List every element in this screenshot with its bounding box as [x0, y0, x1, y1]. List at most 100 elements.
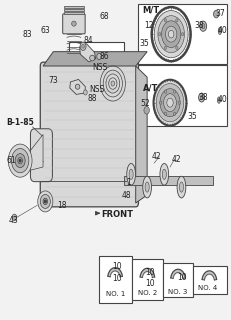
Text: 38: 38 [198, 93, 208, 102]
Text: 73: 73 [49, 76, 58, 85]
Text: 84: 84 [83, 36, 93, 45]
Ellipse shape [219, 29, 221, 33]
Bar [64, 9, 84, 11]
Text: NSS: NSS [92, 63, 107, 72]
Text: 40: 40 [218, 27, 228, 36]
Text: 1: 1 [126, 178, 131, 187]
Text: 52: 52 [140, 99, 150, 108]
Circle shape [160, 89, 180, 117]
Circle shape [15, 154, 25, 168]
Ellipse shape [179, 182, 183, 192]
Text: 10: 10 [145, 268, 155, 277]
Circle shape [176, 46, 178, 50]
Ellipse shape [127, 164, 135, 185]
Ellipse shape [160, 164, 169, 185]
Ellipse shape [218, 99, 219, 101]
Ellipse shape [145, 182, 149, 192]
Ellipse shape [75, 84, 80, 89]
Text: 35: 35 [187, 112, 197, 121]
Circle shape [164, 90, 167, 93]
Ellipse shape [201, 24, 205, 29]
Circle shape [38, 191, 53, 212]
Circle shape [44, 200, 46, 203]
Ellipse shape [218, 28, 222, 35]
Circle shape [144, 107, 149, 114]
Circle shape [176, 19, 178, 22]
Circle shape [154, 11, 188, 58]
Polygon shape [70, 79, 85, 94]
Circle shape [173, 112, 176, 115]
Text: FRONT: FRONT [101, 210, 133, 219]
Circle shape [84, 90, 87, 95]
Circle shape [13, 216, 15, 219]
Circle shape [182, 33, 184, 36]
Polygon shape [43, 52, 147, 66]
Circle shape [154, 80, 186, 125]
Text: 61: 61 [6, 156, 16, 164]
Circle shape [8, 144, 32, 177]
Text: 42: 42 [171, 155, 181, 164]
Text: 10: 10 [112, 274, 122, 283]
Ellipse shape [129, 169, 133, 180]
Circle shape [158, 16, 184, 52]
Circle shape [80, 42, 86, 50]
Text: 83: 83 [22, 30, 32, 39]
Ellipse shape [200, 95, 203, 100]
Circle shape [82, 44, 85, 48]
Polygon shape [30, 134, 43, 170]
Circle shape [161, 21, 181, 48]
Circle shape [12, 214, 17, 220]
Circle shape [19, 159, 21, 162]
FancyBboxPatch shape [63, 14, 85, 34]
Text: NO. 1: NO. 1 [106, 291, 125, 297]
Bar [64, 12, 84, 14]
Bar [138, 4, 227, 64]
Bar [69, 42, 124, 106]
Circle shape [97, 53, 101, 60]
Ellipse shape [162, 169, 166, 180]
Polygon shape [136, 66, 147, 203]
Circle shape [164, 112, 167, 115]
Circle shape [158, 33, 161, 36]
Bar [132, 260, 163, 300]
Text: NO. 4: NO. 4 [198, 285, 217, 291]
Text: 63: 63 [41, 27, 51, 36]
Circle shape [43, 198, 48, 204]
Text: A/T: A/T [143, 84, 158, 93]
Text: NO. 3: NO. 3 [168, 289, 188, 295]
Text: 35: 35 [139, 39, 149, 48]
Text: 48: 48 [122, 191, 131, 200]
Text: 10: 10 [145, 279, 155, 288]
Text: 38: 38 [194, 21, 204, 30]
Ellipse shape [200, 21, 207, 31]
Text: M/T: M/T [143, 6, 160, 15]
Circle shape [111, 81, 115, 86]
Text: 40: 40 [218, 95, 228, 104]
Circle shape [164, 19, 167, 22]
Text: 43: 43 [8, 216, 18, 225]
Ellipse shape [143, 176, 152, 198]
Text: 12: 12 [144, 21, 154, 30]
Ellipse shape [218, 97, 220, 103]
Text: 42: 42 [152, 152, 161, 161]
Polygon shape [80, 44, 96, 62]
Bar [99, 256, 132, 303]
Circle shape [165, 26, 177, 42]
Bar [64, 6, 84, 8]
Circle shape [173, 90, 176, 93]
Text: 10: 10 [177, 273, 186, 282]
Text: B-1-85: B-1-85 [6, 118, 34, 127]
Text: 88: 88 [88, 94, 97, 103]
Ellipse shape [177, 176, 186, 198]
Circle shape [164, 46, 167, 50]
Circle shape [178, 101, 180, 104]
Circle shape [18, 157, 22, 164]
Text: NSS: NSS [89, 85, 104, 94]
Circle shape [156, 84, 184, 122]
Circle shape [160, 101, 162, 104]
Bar [138, 65, 227, 125]
Bar [163, 263, 193, 297]
Text: 37: 37 [216, 9, 225, 18]
Circle shape [168, 30, 174, 38]
Ellipse shape [90, 55, 95, 61]
